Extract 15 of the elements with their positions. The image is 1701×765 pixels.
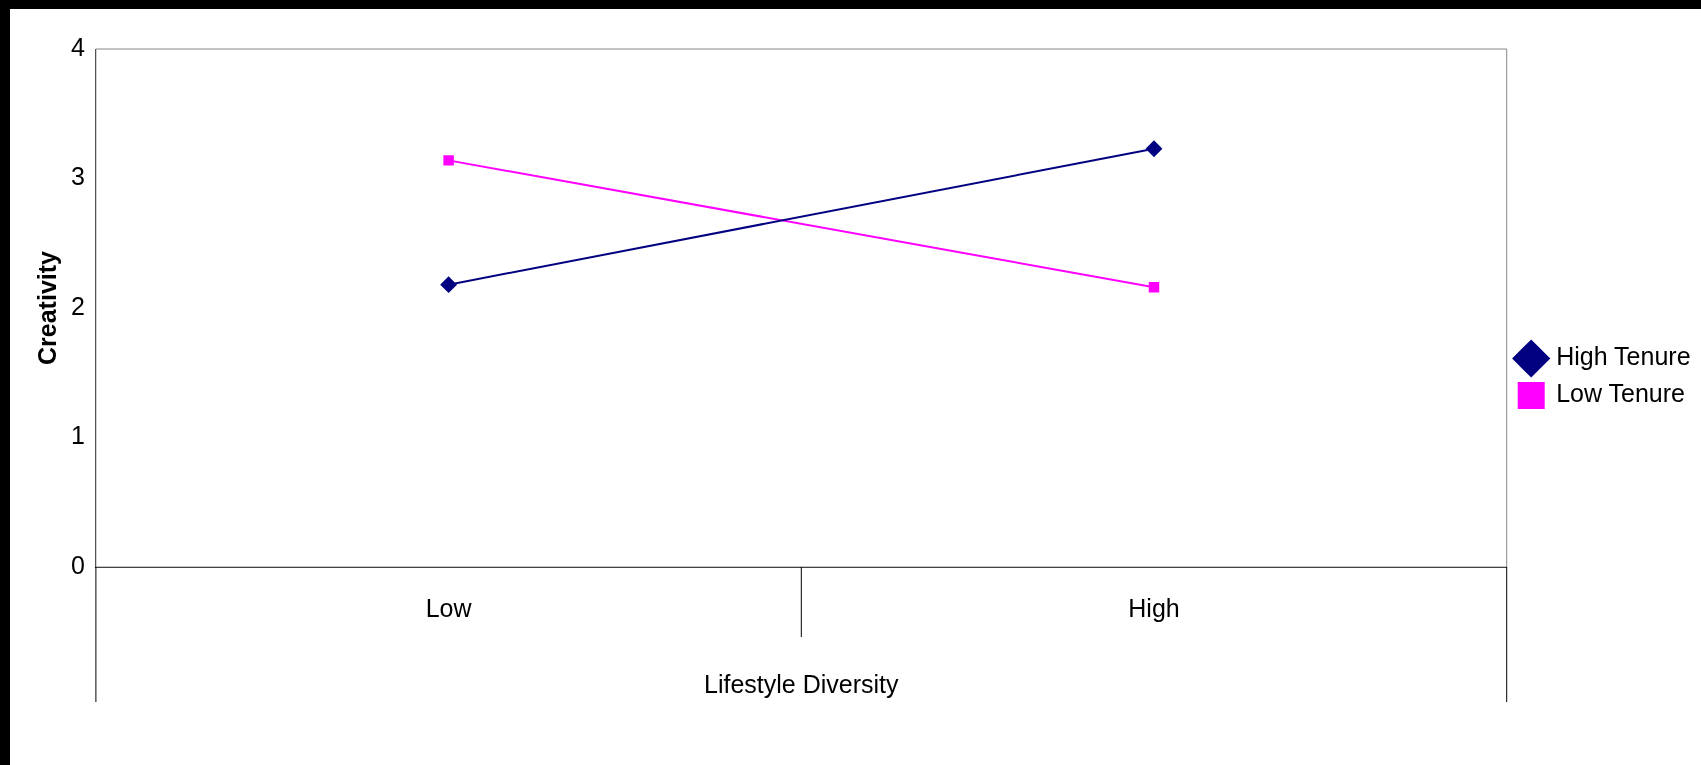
- x-tick-label: High: [1128, 593, 1180, 622]
- point: [440, 276, 457, 293]
- y-axis-title: Creativity: [32, 250, 61, 365]
- point: [443, 155, 454, 166]
- x-axis-title: Lifestyle Diversity: [704, 669, 900, 698]
- legend-label: High Tenure: [1556, 342, 1691, 371]
- y-tick-label: 3: [71, 162, 85, 191]
- point: [1148, 282, 1160, 293]
- legend-label: Low Tenure: [1556, 379, 1685, 408]
- y-tick-label: 4: [71, 32, 85, 61]
- y-tick-label: 2: [71, 291, 85, 320]
- y-tick-label: 0: [71, 550, 85, 579]
- y-tick-label: 1: [71, 421, 85, 450]
- point: [1146, 140, 1162, 157]
- x-tick-label: Low: [425, 593, 473, 622]
